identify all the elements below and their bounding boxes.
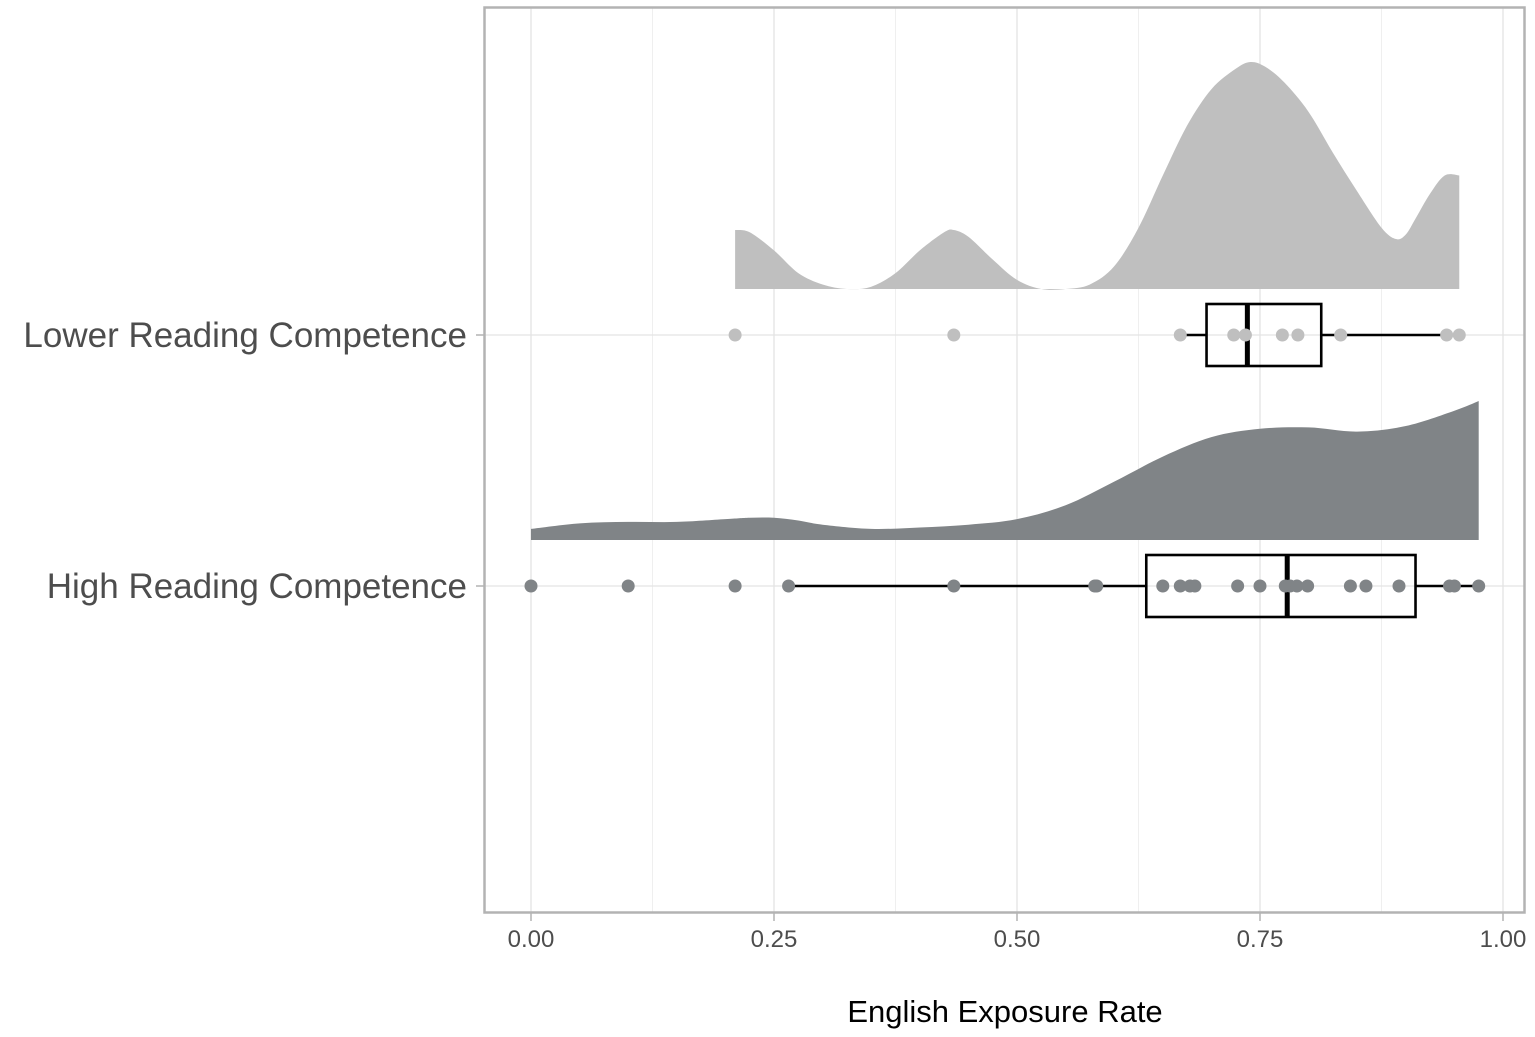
data-point [1156,579,1170,593]
data-point [728,579,742,593]
data-point [1343,579,1357,593]
data-point [1291,328,1305,342]
data-point [728,328,742,342]
data-point [1301,579,1315,593]
density-cloud [735,61,1460,290]
plot-panel-border [483,6,1526,914]
y-category-label: High Reading Competence [47,567,467,606]
data-point [1238,328,1252,342]
data-point [1253,579,1267,593]
y-category-label: Lower Reading Competence [23,316,467,355]
data-point [1359,579,1373,593]
x-tick-label: 1.00 [1480,926,1527,953]
x-tick-label: 0.75 [1237,926,1284,953]
boxplot-box [1144,553,1417,619]
data-point [1231,579,1245,593]
data-point [1090,579,1104,593]
boxplot-box [1205,302,1323,368]
data-point [1173,328,1187,342]
density-clouds [531,61,1479,540]
data-point [1334,328,1348,342]
data-point [524,579,538,593]
data-point [1440,328,1454,342]
data-points [524,328,1486,593]
data-point [1173,579,1187,593]
data-point [1392,579,1406,593]
data-point [1452,328,1466,342]
x-tick-label: 0.00 [508,926,555,953]
data-point [1275,328,1289,342]
density-cloud [531,401,1479,540]
data-point [1227,328,1241,342]
y-axis: Lower Reading Competence High Reading Com… [23,316,484,606]
x-tick-label: 0.50 [994,926,1041,953]
x-tick-label: 0.25 [751,926,798,953]
data-point [1472,579,1486,593]
data-point [782,579,796,593]
x-axis: 0.00 0.25 0.50 0.75 1.00 [508,913,1527,953]
data-point [621,579,635,593]
x-axis-title: English Exposure Rate [847,994,1162,1029]
data-point [1447,579,1461,593]
data-point [1188,579,1202,593]
data-point [1290,579,1304,593]
data-point [947,579,961,593]
data-point [947,328,961,342]
